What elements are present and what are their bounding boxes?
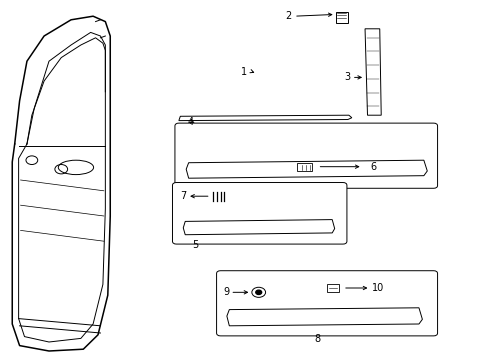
Text: 9: 9 [223,287,229,297]
FancyBboxPatch shape [336,12,348,23]
Text: 7: 7 [180,191,186,201]
Text: 4: 4 [188,117,194,127]
Polygon shape [179,115,352,121]
Polygon shape [186,160,427,178]
FancyBboxPatch shape [172,183,347,244]
Polygon shape [365,29,381,115]
FancyBboxPatch shape [297,163,312,171]
FancyBboxPatch shape [175,123,438,188]
Text: 10: 10 [372,283,385,293]
Text: 8: 8 [315,334,320,344]
Polygon shape [227,308,422,326]
Text: 1: 1 [241,67,247,77]
FancyBboxPatch shape [217,271,438,336]
FancyBboxPatch shape [327,284,339,292]
Text: 3: 3 [344,72,350,82]
Circle shape [256,290,262,294]
Text: 5: 5 [192,240,198,251]
Polygon shape [183,220,335,235]
Text: 6: 6 [370,162,376,172]
Text: 2: 2 [285,11,292,21]
